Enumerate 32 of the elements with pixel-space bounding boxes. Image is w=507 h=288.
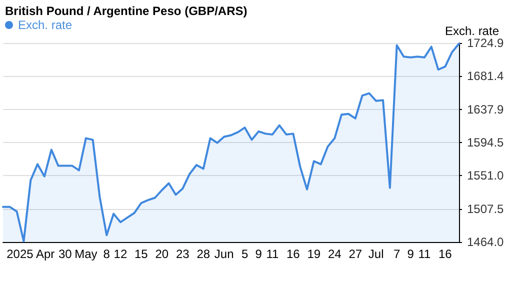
x-tick-label: Jul xyxy=(368,247,384,261)
y-tick-label: 1594.5 xyxy=(467,136,504,150)
x-tick-label: May xyxy=(74,247,98,261)
x-tick-label: Jun xyxy=(214,247,234,261)
x-tick-label: 9 xyxy=(255,247,262,261)
y-tick-label: 1637.9 xyxy=(467,102,504,116)
y-tick-label: 1551.0 xyxy=(467,168,504,183)
x-tick-label: 11 xyxy=(266,247,280,261)
x-tick-label: 15 xyxy=(134,247,148,261)
x-tick-label: 24 xyxy=(328,247,342,261)
y-tick-label: 1681.4 xyxy=(467,69,504,84)
x-tick-label: 30 xyxy=(58,247,72,261)
x-tick-label: 19 xyxy=(307,247,321,261)
y-axis-title: Exch. rate xyxy=(444,24,500,38)
legend-label: Exch. rate xyxy=(18,18,72,32)
x-tick-label: 28 xyxy=(196,247,210,261)
x-tick-label: 7 xyxy=(393,247,400,261)
x-tick-label: 9 xyxy=(407,247,414,261)
x-tick-label: 20 xyxy=(155,247,169,261)
x-tick-label: 27 xyxy=(348,247,362,261)
x-tick-label: 5 xyxy=(241,247,248,261)
y-tick-label: 1724.9 xyxy=(467,36,504,50)
x-tick-label: 16 xyxy=(286,247,300,261)
x-tick-label: 16 xyxy=(438,247,452,261)
y-tick-label: 1507.5 xyxy=(467,202,504,216)
x-tick-label: 23 xyxy=(176,247,190,261)
x-tick-label: 8 xyxy=(103,247,110,261)
x-tick-label: 12 xyxy=(114,247,128,261)
x-tick-label: 11 xyxy=(418,247,432,261)
x-tick-label: 2025 Apr xyxy=(6,247,55,261)
y-tick-label: 1464.0 xyxy=(467,235,504,249)
chart-title: British Pound / Argentine Peso (GBP/ARS) xyxy=(5,4,248,18)
